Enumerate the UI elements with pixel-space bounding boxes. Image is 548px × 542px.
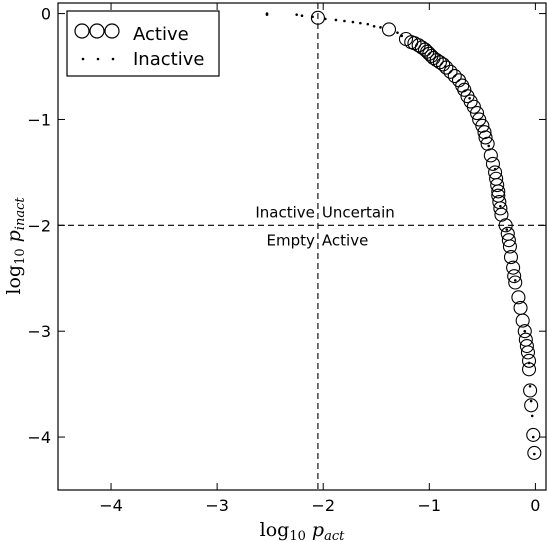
y-tick-label: −4 [27, 428, 51, 447]
active-point [515, 313, 530, 328]
active-point [508, 275, 523, 290]
inactive-point [334, 18, 338, 22]
x-tick-label: 0 [530, 496, 540, 515]
region-label-active: Active [322, 231, 368, 249]
active-point [502, 239, 517, 254]
active-point [466, 99, 481, 114]
legend-active-marker [74, 23, 120, 39]
active-point [526, 427, 541, 442]
active-point [524, 398, 539, 413]
inactive-point [533, 452, 536, 456]
inactive-point [499, 204, 502, 208]
active-point [527, 445, 542, 460]
active-point [483, 148, 498, 163]
active-point [493, 201, 508, 216]
active-point [519, 338, 534, 354]
x-tick-label: −4 [99, 496, 123, 515]
legend-label-active: Active [133, 24, 189, 45]
legend-label-inactive: Inactive [133, 49, 204, 70]
active-point [520, 345, 536, 360]
inactive-point [300, 14, 304, 18]
threshold-lines [58, 3, 546, 490]
active-point [436, 57, 451, 72]
active-point [310, 10, 325, 25]
inactive-point [366, 22, 370, 26]
region-label-empty: Empty [267, 231, 315, 249]
axis-ticks [58, 3, 546, 490]
inactive-point [528, 384, 532, 388]
region-labels: Inactive Uncertain Empty Active [255, 203, 394, 249]
active-point [498, 218, 513, 233]
active-point [494, 207, 509, 222]
inactive-point [351, 20, 355, 24]
legend-box [66, 10, 220, 77]
active-point [472, 112, 487, 127]
active-point [523, 383, 538, 398]
active-point [457, 82, 472, 97]
active-point [521, 353, 537, 368]
active-point [443, 64, 458, 79]
plot-frame [57, 2, 547, 491]
active-point [491, 184, 506, 199]
active-point [517, 324, 532, 339]
legend-active-circle [89, 23, 105, 39]
legend-inactive-dot [96, 57, 100, 61]
legend-inactive-dot [81, 57, 85, 61]
inactive-point [379, 26, 382, 29]
y-tick-label: −2 [27, 216, 51, 235]
legend-active-circle [104, 23, 120, 39]
active-point [503, 250, 519, 265]
legend: Active Inactive [66, 10, 220, 77]
active-series [310, 10, 542, 460]
inactive-point [265, 13, 269, 16]
active-point [439, 60, 454, 75]
region-label-uncertain: Uncertain [322, 203, 395, 221]
axis-tick-labels: −4 −3 −2 −1 0 0 −1 −2 −3 −4 [27, 5, 540, 515]
x-axis-label: log10 pact [260, 519, 345, 542]
x-tick-label: −2 [311, 496, 335, 515]
x-tick-label: −1 [418, 496, 442, 515]
active-point [501, 233, 516, 248]
inactive-point [359, 21, 362, 25]
inactive-point [295, 13, 298, 16]
inactive-point [531, 435, 535, 439]
inactive-point [530, 414, 534, 418]
inactive-point [487, 144, 491, 148]
active-point [511, 290, 526, 305]
active-point [381, 22, 397, 37]
inactive-point [343, 19, 346, 23]
legend-inactive-dot [111, 57, 115, 61]
inactive-point [396, 31, 399, 34]
active-point [490, 178, 505, 193]
inactive-point [372, 24, 376, 28]
legend-inactive-marker [81, 57, 115, 61]
active-point [521, 362, 537, 377]
y-tick-label: −3 [27, 322, 51, 341]
inactive-point [468, 96, 471, 100]
active-point [447, 69, 462, 84]
y-tick-label: −1 [27, 110, 51, 129]
active-point [507, 269, 522, 284]
active-point [469, 106, 485, 121]
region-label-inactive: Inactive [255, 203, 315, 221]
x-tick-label: −3 [205, 496, 229, 515]
active-point [478, 130, 493, 145]
active-point [506, 260, 521, 275]
y-tick-label: 0 [41, 5, 51, 24]
active-point [485, 156, 501, 171]
inactive-point [513, 279, 517, 282]
legend-active-circle [74, 23, 90, 39]
inactive-point [523, 329, 527, 333]
inactive-point [505, 228, 509, 231]
inactive-point [529, 399, 533, 403]
y-axis-label: log10 pinact [3, 197, 28, 295]
